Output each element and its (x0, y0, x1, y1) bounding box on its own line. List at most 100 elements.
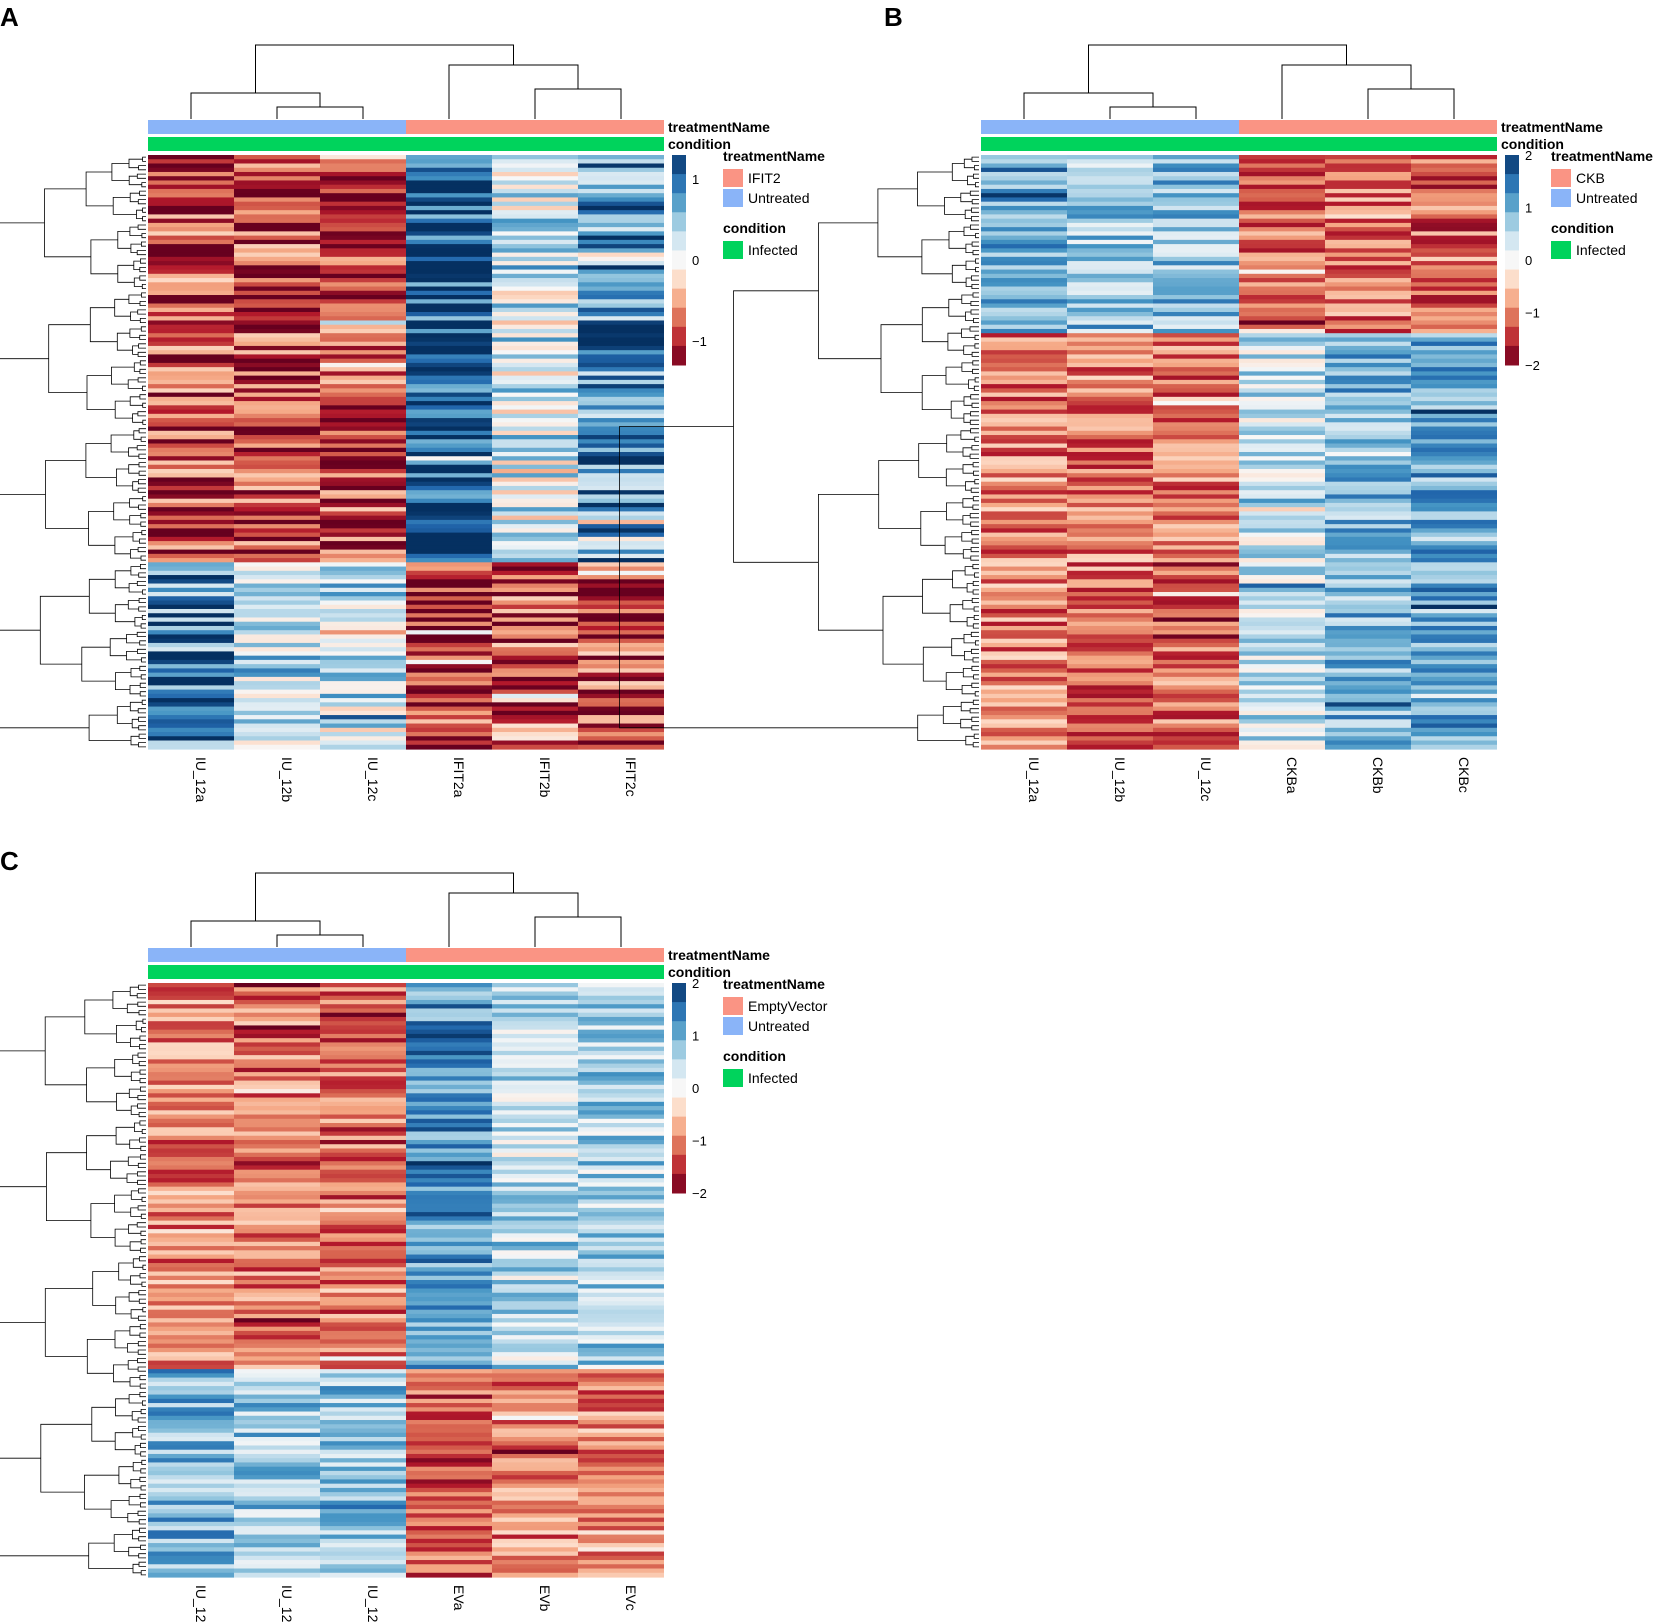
heatmap-cell (492, 1313, 578, 1319)
heatmap-cell (406, 311, 492, 317)
heatmap-cell (492, 1538, 578, 1544)
heatmap-cell (1325, 715, 1411, 720)
heatmap-cell (234, 401, 320, 406)
heatmap-cell (1067, 413, 1153, 419)
heatmap-cell (320, 625, 406, 631)
heatmap-cell (1239, 396, 1325, 402)
legend-item-infected: Infected (748, 1070, 798, 1086)
heatmap-cell (148, 201, 234, 207)
heatmap-cell (406, 1178, 492, 1184)
heatmap-cell (1153, 295, 1239, 300)
heatmap-cell (320, 583, 406, 589)
heatmap-cell (320, 740, 406, 746)
heatmap-cell (1411, 562, 1497, 568)
heatmap-cell (148, 1254, 234, 1260)
heatmap-cell (492, 1280, 578, 1285)
heatmap-cell (406, 1445, 492, 1451)
heatmap-cell (320, 1114, 406, 1120)
heatmap-cell (492, 1509, 578, 1514)
heatmap-cell (1411, 163, 1497, 169)
heatmap-cell (1239, 418, 1325, 423)
heatmap-cell (1153, 358, 1239, 364)
heatmap-cell (1153, 201, 1239, 207)
heatmap-cell (492, 413, 578, 419)
heatmap-cell (406, 528, 492, 534)
heatmap-cell (981, 239, 1067, 245)
heatmap-cell (148, 468, 234, 474)
heatmap-cell (1067, 502, 1153, 508)
heatmap-cell (148, 214, 234, 220)
heatmap-cell (578, 744, 664, 750)
heatmap-cell (981, 324, 1067, 330)
heatmap-cell (148, 184, 234, 190)
annotation-label-condition: condition (1501, 136, 1564, 152)
heatmap-cell (492, 693, 578, 699)
heatmap-cell (1153, 740, 1239, 746)
heatmap-cell (1153, 502, 1239, 508)
heatmap-cell (1153, 676, 1239, 682)
heatmap-cell (1153, 290, 1239, 296)
heatmap-cell (148, 180, 234, 186)
heatmap-cell (406, 282, 492, 288)
heatmap-cell (406, 1449, 492, 1455)
heatmap-cell (1153, 307, 1239, 313)
heatmap-cell (320, 265, 406, 271)
heatmap-cell (234, 413, 320, 419)
heatmap-cell (492, 358, 578, 364)
heatmap-cell (1067, 570, 1153, 576)
heatmap-cell (234, 422, 320, 428)
colorbar-segment (1505, 307, 1519, 328)
heatmap-cell (492, 1229, 578, 1234)
heatmap-cell (578, 1135, 664, 1141)
heatmap-cell (234, 1038, 320, 1043)
heatmap-cell (148, 1008, 234, 1014)
heatmap-cell (492, 1033, 578, 1039)
heatmap-cell (492, 1042, 578, 1048)
heatmap-cell (578, 1420, 664, 1425)
heatmap-cell (1067, 702, 1153, 708)
heatmap-cell (234, 1407, 320, 1413)
heatmap-cell (1411, 545, 1497, 551)
heatmap-cell (1325, 167, 1411, 173)
annotation-condition-cell (406, 137, 492, 151)
heatmap-cell (406, 384, 492, 389)
heatmap-cell (492, 1458, 578, 1464)
heatmap-cell (406, 180, 492, 186)
heatmap-cell (578, 1483, 664, 1489)
heatmap-cell (148, 1169, 234, 1175)
heatmap-cell (320, 210, 406, 215)
heatmap-cell (148, 719, 234, 725)
heatmap-cell (234, 1381, 320, 1387)
heatmap-cell (234, 1521, 320, 1527)
heatmap-cell (1067, 201, 1153, 207)
heatmap-cell (234, 307, 320, 313)
heatmap-cell (1067, 320, 1153, 326)
heatmap-cell (406, 252, 492, 258)
heatmap-cell (1325, 333, 1411, 339)
column-label-iu_12b: IU_12b (1112, 757, 1128, 802)
heatmap-cell (492, 256, 578, 262)
colorbar-segment (672, 212, 686, 232)
heatmap-cell (578, 740, 664, 746)
heatmap-cell (320, 1042, 406, 1048)
heatmap-cell (981, 345, 1067, 351)
heatmap-cell (148, 1339, 234, 1345)
heatmap-cell (1411, 524, 1497, 529)
heatmap-cell (1411, 316, 1497, 322)
heatmap-cell (578, 1526, 664, 1531)
heatmap-cell (1325, 422, 1411, 428)
heatmap-cell (1239, 295, 1325, 300)
heatmap-cell (1239, 333, 1325, 339)
heatmap-cell (320, 732, 406, 737)
colorbar-segment (672, 983, 686, 1003)
heatmap-cell (1239, 528, 1325, 534)
heatmap-cell (148, 1144, 234, 1150)
heatmap-cell (1325, 545, 1411, 551)
heatmap-cell (1325, 362, 1411, 368)
heatmap-cell (320, 1436, 406, 1442)
heatmap-cell (1325, 328, 1411, 334)
heatmap-cell (1153, 592, 1239, 597)
heatmap-cell (1239, 384, 1325, 389)
annotation-condition-cell (320, 965, 406, 979)
heatmap-cell (492, 681, 578, 686)
